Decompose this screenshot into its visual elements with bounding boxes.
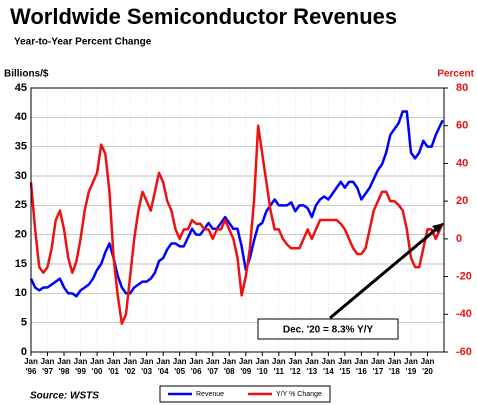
x-tick-month: Jan [123, 357, 137, 366]
annotation-arrow [329, 224, 441, 320]
x-tick-label: '98 [59, 367, 70, 376]
x-tick-label: '17 [373, 367, 384, 376]
x-tick-label: '18 [389, 367, 400, 376]
annotation: Dec. '20 = 8.3% Y/Y [283, 325, 374, 336]
x-tick-month: Jan [272, 357, 286, 366]
y-tick-label: 0 [21, 346, 27, 358]
y2-axis-title: Percent [437, 69, 474, 80]
x-tick-month: Jan [388, 357, 402, 366]
x-tick-label: '08 [224, 367, 235, 376]
y2-tick-label: -20 [456, 270, 472, 282]
x-tick-label: '20 [422, 367, 433, 376]
x-tick-label: '13 [306, 367, 317, 376]
y-tick-label: 40 [15, 111, 27, 123]
annotation-box [257, 318, 399, 340]
x-tick-month: Jan [371, 357, 385, 366]
x-tick-month: Jan [338, 357, 352, 366]
x-tick-label: '02 [125, 367, 136, 376]
x-tick-label: '03 [141, 367, 152, 376]
y2-tick-label: 60 [456, 120, 468, 132]
x-tick-label: '06 [191, 367, 202, 376]
x-tick-month: Jan [107, 357, 121, 366]
y2-tick-label: -60 [456, 346, 472, 358]
x-tick-label: '01 [108, 367, 119, 376]
y2-tick-label: 20 [456, 195, 468, 207]
plot [29, 87, 444, 353]
y-axis-title: Billions/$ [4, 69, 49, 80]
y-tick-label: 45 [15, 82, 27, 94]
x-tick-month: Jan [222, 357, 236, 366]
x-tick-label: '96 [26, 367, 37, 376]
y-tick-label: 25 [15, 199, 27, 211]
x-tick-month: Jan [355, 357, 369, 366]
chart-subtitle: Year-to-Year Percent Change [14, 37, 152, 48]
x-tick-label: '04 [158, 367, 169, 376]
x-tick-label: '97 [42, 367, 53, 376]
x-tick-month: Jan [421, 357, 435, 366]
x-tick-month: Jan [206, 357, 220, 366]
plot-frame [30, 87, 445, 353]
y-tick-label: 10 [15, 287, 27, 299]
x-tick-month: Jan [41, 357, 55, 366]
y2-tick-label: -40 [456, 308, 472, 320]
source: Source: WSTS [30, 391, 99, 402]
series-line [29, 124, 444, 325]
x-tick-month: Jan [239, 357, 253, 366]
x-tick-month: Jan [321, 357, 335, 366]
series-line [29, 110, 444, 298]
x-tick-month: Jan [140, 357, 154, 366]
legend-label: Y/Y % Change [276, 391, 322, 398]
x-tick-label: '10 [257, 367, 268, 376]
arrow-head [432, 223, 444, 233]
x-tick-month: Jan [156, 357, 170, 366]
y-tick-label: 20 [15, 229, 27, 241]
x-tick-label: '05 [174, 367, 185, 376]
y-tick-label: 30 [15, 170, 27, 182]
y2-tick-label: 80 [456, 82, 468, 94]
x-tick-month: Jan [189, 357, 203, 366]
x-tick-month: Jan [305, 357, 319, 366]
x-tick-label: '14 [323, 367, 334, 376]
y-tick-label: 35 [15, 141, 27, 153]
legend-box [159, 385, 331, 403]
x-tick-label: '12 [290, 367, 301, 376]
x-tick-label: '15 [339, 367, 350, 376]
x-tick-label: '16 [356, 367, 367, 376]
x-tick-month: Jan [24, 357, 38, 366]
legend-label: Revenue [196, 391, 224, 398]
y-tick-label: 5 [21, 317, 27, 329]
x-tick-month: Jan [404, 357, 418, 366]
y-tick-label: 15 [15, 258, 27, 270]
y2-tick-label: 0 [456, 233, 462, 245]
x-tick-label: '19 [406, 367, 417, 376]
chart-title: Worldwide Semiconductor Revenues [10, 4, 397, 29]
x-tick-label: '00 [92, 367, 103, 376]
x-tick-label: '99 [75, 367, 86, 376]
x-tick-month: Jan [57, 357, 71, 366]
x-tick-month: Jan [288, 357, 302, 366]
x-tick-label: '07 [207, 367, 218, 376]
x-tick-month: Jan [74, 357, 88, 366]
x-tick-label: '11 [274, 367, 285, 376]
x-tick-month: Jan [173, 357, 187, 366]
y2-tick-label: 40 [456, 157, 468, 169]
x-tick-month: Jan [90, 357, 104, 366]
x-tick-label: '09 [240, 367, 251, 376]
x-tick-month: Jan [255, 357, 269, 366]
